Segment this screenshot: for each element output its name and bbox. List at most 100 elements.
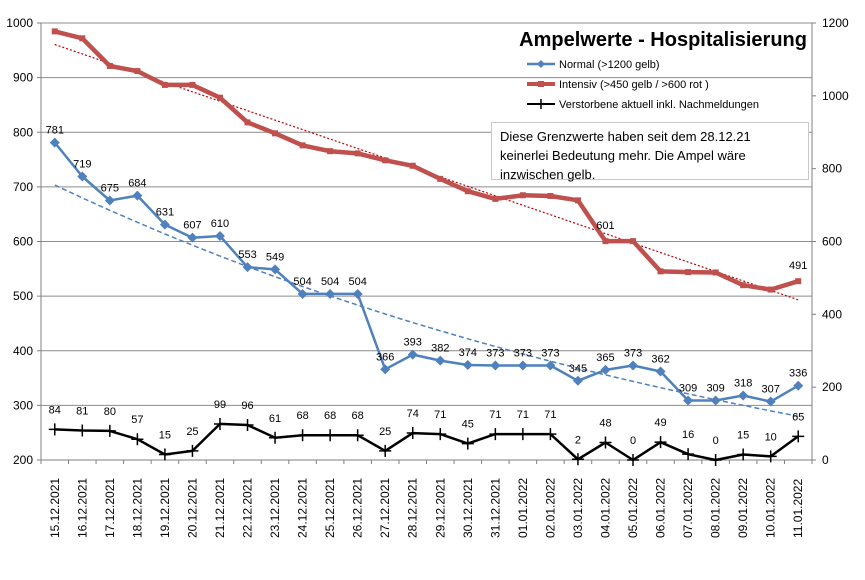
normal-data-label: 365 xyxy=(596,352,614,364)
legend-marker xyxy=(538,81,544,87)
normal-data-label: 373 xyxy=(624,347,642,359)
x-tick-label: 11.01.2022 xyxy=(791,479,805,538)
x-tick-label: 03.01.2022 xyxy=(571,478,585,538)
normal-point xyxy=(297,288,308,299)
intensiv-point xyxy=(630,238,637,245)
intensiv-point xyxy=(382,157,389,164)
verstorbene-data-label: 61 xyxy=(269,413,281,425)
normal-point xyxy=(655,366,666,377)
left-tick-label: 500 xyxy=(13,289,33,303)
x-tick-label: 24.12.2021 xyxy=(296,478,310,538)
verstorbene-point xyxy=(461,437,474,450)
normal-data-label: 504 xyxy=(293,276,311,288)
note-box: Diese Grenzwerte haben seit dem 28.12.21… xyxy=(491,122,809,182)
x-tick-label: 16.12.2021 xyxy=(75,478,89,538)
normal-data-label: 610 xyxy=(211,218,229,230)
intensiv-point xyxy=(299,142,306,149)
x-tick-label: 09.01.2022 xyxy=(736,478,750,538)
normal-point xyxy=(49,137,60,148)
normal-data-label: 318 xyxy=(734,378,752,390)
intensiv-point xyxy=(574,197,581,204)
right-tick-label: 400 xyxy=(822,307,842,321)
left-tick-label: 300 xyxy=(13,398,33,412)
x-tick-label: 07.01.2022 xyxy=(681,478,695,538)
normal-data-label: 362 xyxy=(651,354,669,366)
left-axis-ticks: 200 300 400 500 600 700 800 900 1000 xyxy=(6,16,33,467)
verstorbene-data-label: 68 xyxy=(324,410,336,422)
normal-data-label: 374 xyxy=(459,347,477,359)
intensiv-point xyxy=(216,94,223,101)
x-tick-label: 25.12.2021 xyxy=(323,478,337,538)
verstorbene-point xyxy=(158,448,171,461)
verstorbene-point xyxy=(379,444,392,457)
legend-label: Verstorbene aktuell inkl. Nachmeldungen xyxy=(559,99,759,111)
verstorbene-point xyxy=(544,428,557,441)
verstorbene-point xyxy=(76,424,89,437)
normal-point xyxy=(325,288,336,299)
verstorbene-point xyxy=(792,430,805,443)
normal-data-label: 373 xyxy=(486,347,504,359)
x-tick-label: 22.12.2021 xyxy=(241,478,255,538)
x-tick-label: 31.12.2021 xyxy=(488,478,502,538)
left-tick-label: 600 xyxy=(13,235,33,249)
legend-marker xyxy=(536,99,546,109)
normal-point xyxy=(77,171,88,182)
normal-point xyxy=(545,360,556,371)
normal-data-label: 382 xyxy=(431,343,449,355)
intensiv-point xyxy=(740,282,747,289)
normal-data-label: 631 xyxy=(156,207,174,219)
verstorbene-point xyxy=(241,419,254,432)
normal-data-label: 553 xyxy=(238,249,256,261)
verstorbene-data-label: 71 xyxy=(434,409,446,421)
normal-point xyxy=(517,360,528,371)
normal-data-label: 504 xyxy=(321,276,339,288)
x-tick-label: 23.12.2021 xyxy=(268,478,282,538)
normal-data-label: 675 xyxy=(101,183,119,195)
right-tick-label: 1200 xyxy=(822,16,849,30)
gridlines xyxy=(41,22,812,406)
normal-point xyxy=(710,395,721,406)
intensiv-point xyxy=(547,192,554,199)
verstorbene-data-label: 74 xyxy=(407,408,419,420)
normal-data-label: 336 xyxy=(789,368,807,380)
x-tick-label: 26.12.2021 xyxy=(351,478,365,538)
intensiv-point xyxy=(464,188,471,195)
verstorbene-data-label: 71 xyxy=(544,409,556,421)
normal-point xyxy=(352,288,363,299)
normal-point xyxy=(793,380,804,391)
normal-point xyxy=(738,390,749,401)
verstorbene-line xyxy=(54,422,799,462)
right-axis-ticks: 0 200 400 600 800 1000 1200 xyxy=(822,16,849,467)
verstorbene-data-label: 16 xyxy=(682,429,694,441)
x-tick-label: 28.12.2021 xyxy=(406,478,420,538)
x-tick-label: 18.12.2021 xyxy=(130,478,144,538)
normal-point xyxy=(435,355,446,366)
x-tick-label: 15.12.2021 xyxy=(48,478,62,538)
normal-data-label: 393 xyxy=(404,337,422,349)
x-tick-label: 27.12.2021 xyxy=(378,478,392,538)
verstorbene-point xyxy=(269,431,282,444)
intensiv-point xyxy=(79,35,86,42)
normal-point xyxy=(214,231,225,242)
verstorbene-data-label: 10 xyxy=(765,431,777,443)
normal-point xyxy=(628,360,639,371)
verstorbene-point xyxy=(709,454,722,466)
verstorbene-point xyxy=(737,448,750,461)
normal-point xyxy=(159,219,170,230)
normal-data-label: 309 xyxy=(679,382,697,394)
normal-data-label: 373 xyxy=(541,347,559,359)
intensiv-point xyxy=(437,175,444,182)
normal-point xyxy=(765,396,776,407)
legend-label: Intensiv (>450 gelb / >600 rot ) xyxy=(559,79,709,91)
left-tick-label: 200 xyxy=(13,453,33,467)
verstorbene-point xyxy=(571,453,584,466)
normal-point xyxy=(490,360,501,371)
intensiv-point xyxy=(272,130,279,137)
normal-data-label: 607 xyxy=(183,220,201,232)
verstorbene-point xyxy=(682,448,695,461)
normal-data-label: 309 xyxy=(706,382,724,394)
verstorbene-point xyxy=(351,429,364,442)
legend-marker xyxy=(537,60,545,68)
right-tick-label: 600 xyxy=(822,235,842,249)
